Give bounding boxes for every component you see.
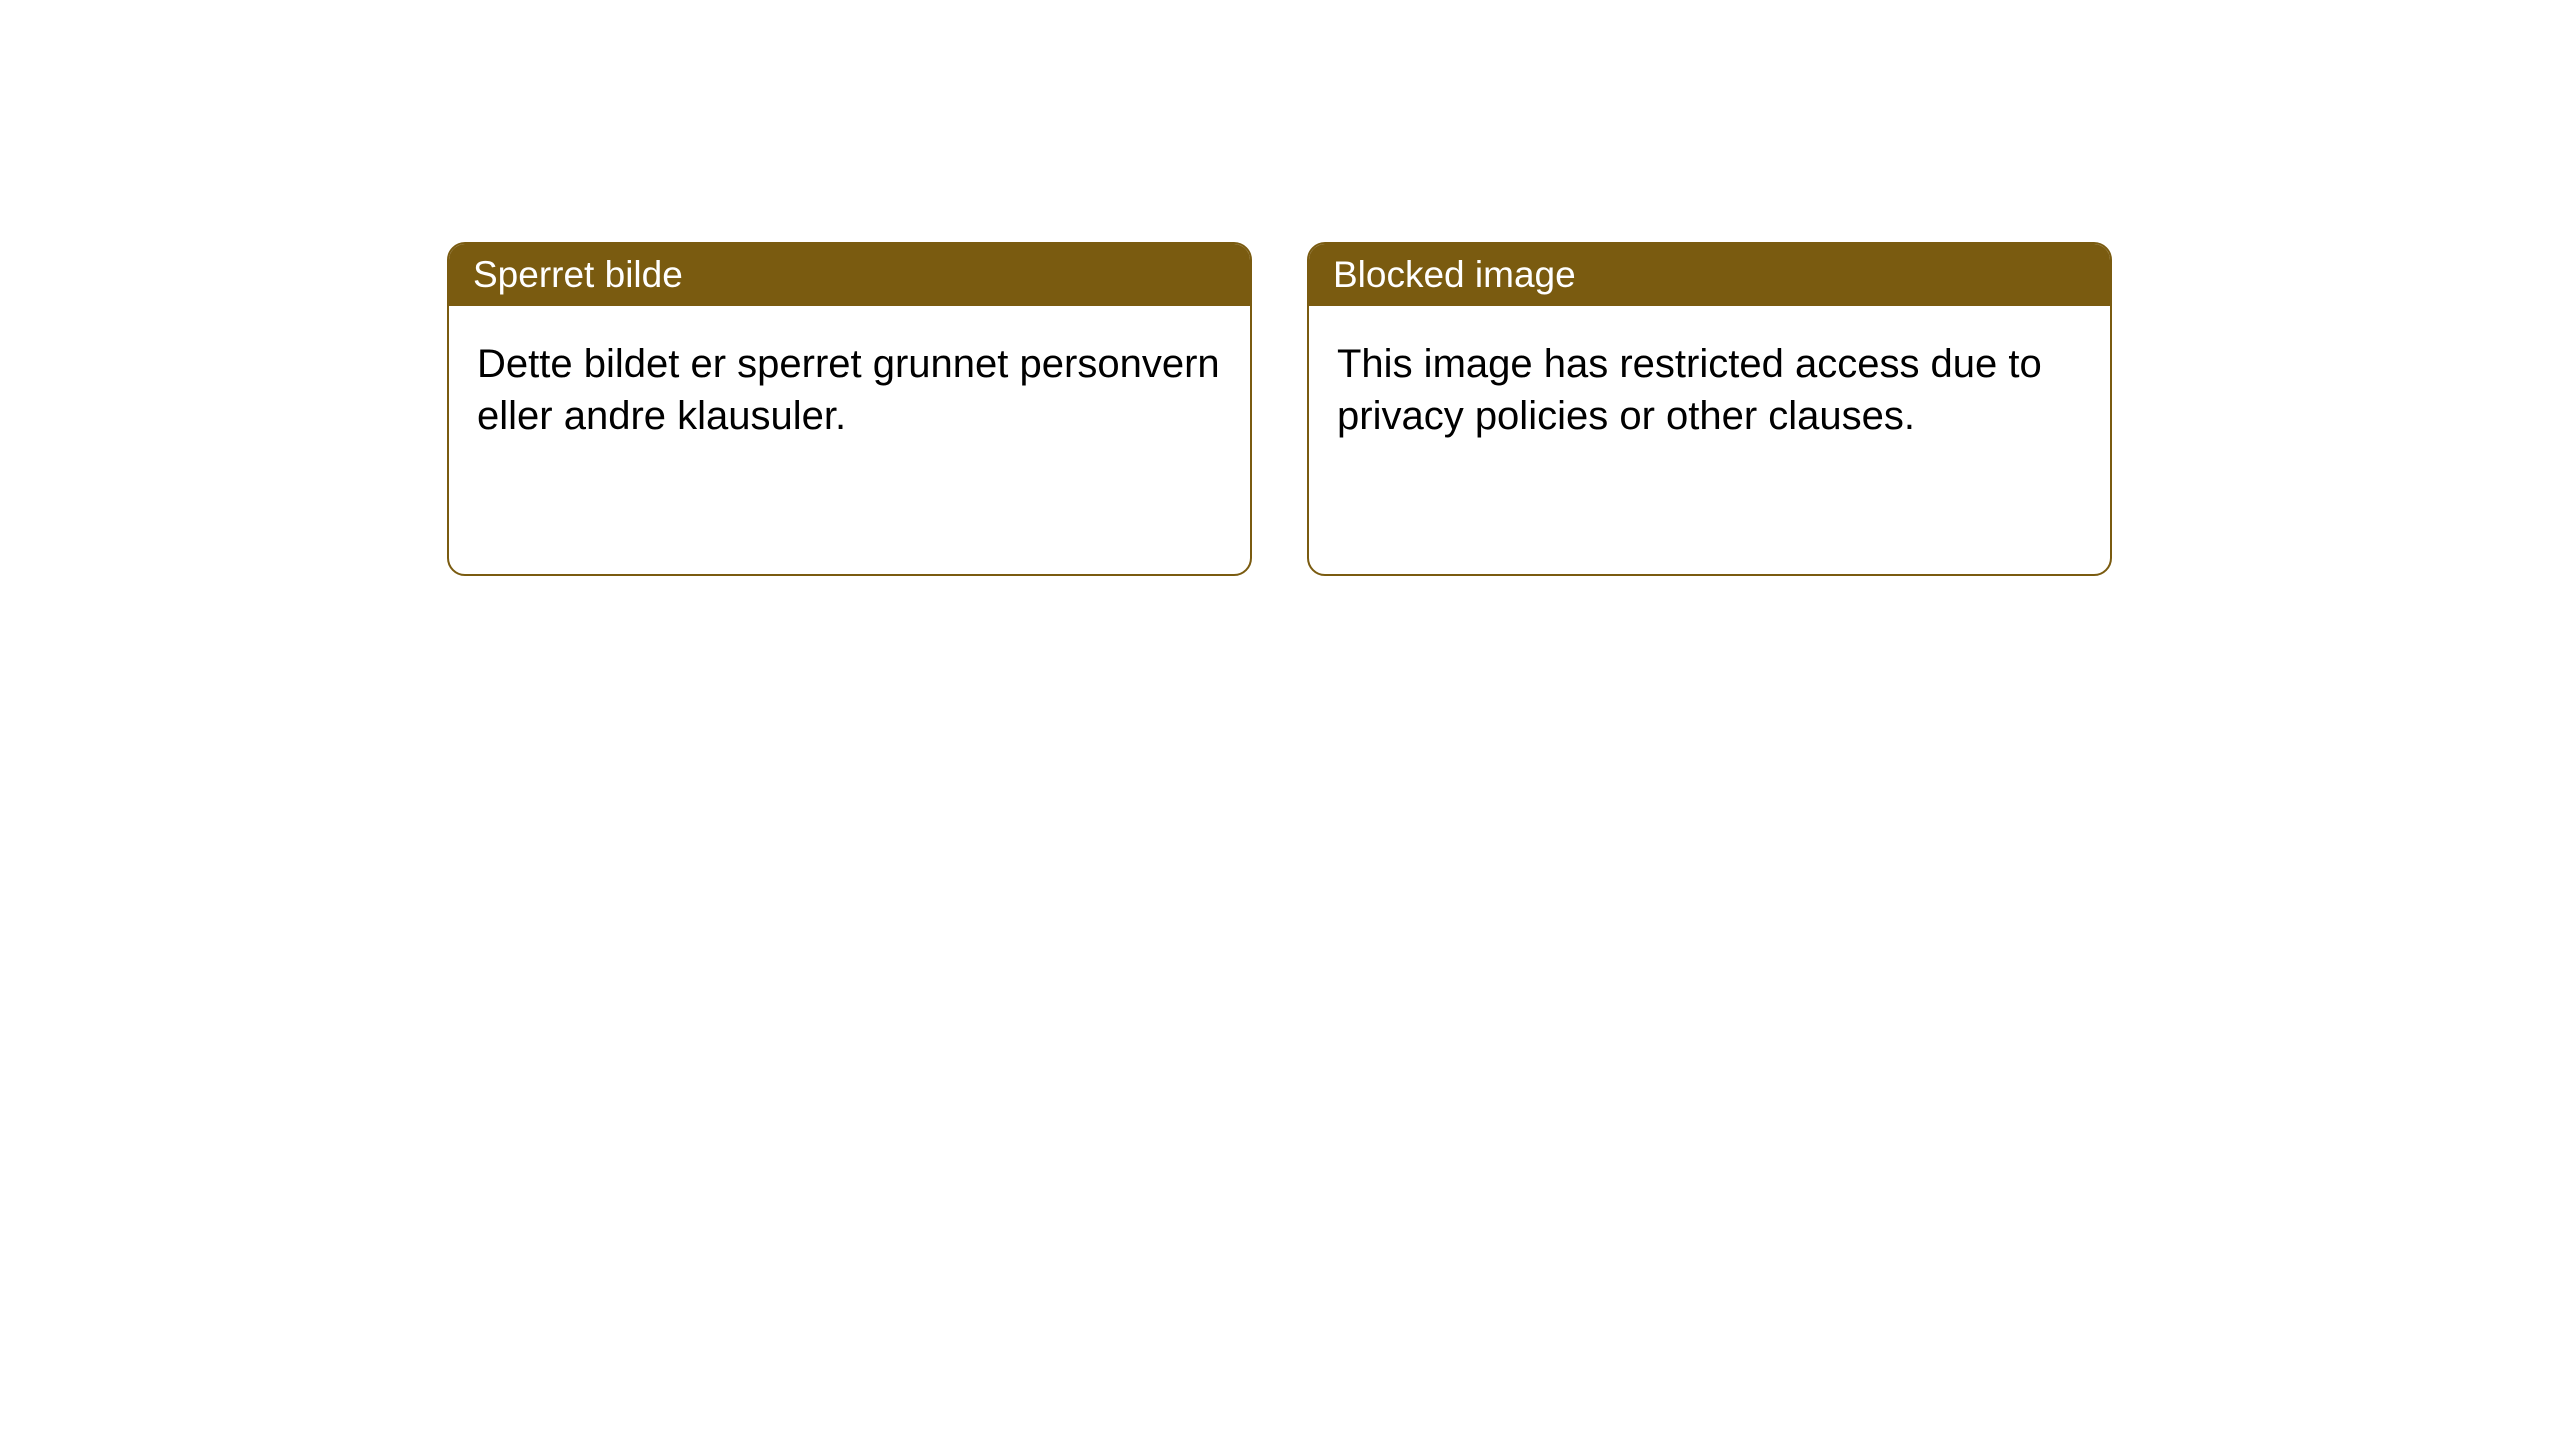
notice-container: Sperret bilde Dette bildet er sperret gr… — [0, 0, 2560, 576]
notice-title: Sperret bilde — [449, 244, 1250, 306]
notice-card-norwegian: Sperret bilde Dette bildet er sperret gr… — [447, 242, 1252, 576]
notice-body: This image has restricted access due to … — [1309, 306, 2110, 574]
notice-card-english: Blocked image This image has restricted … — [1307, 242, 2112, 576]
notice-title: Blocked image — [1309, 244, 2110, 306]
notice-body: Dette bildet er sperret grunnet personve… — [449, 306, 1250, 574]
